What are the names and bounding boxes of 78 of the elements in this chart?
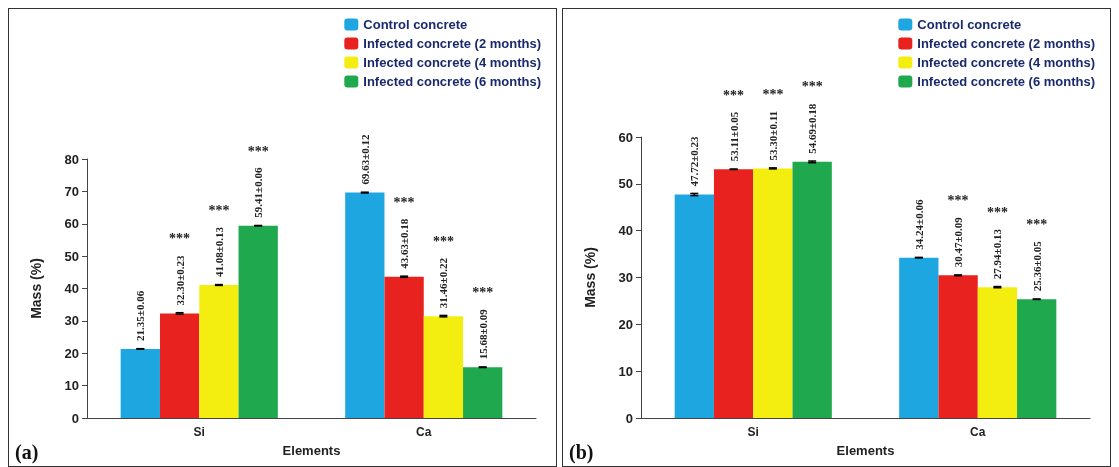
y-tick-label: 30 [64, 313, 79, 329]
data-label: 53.11±0.05 [727, 111, 740, 162]
data-label: 54.69±0.18 [806, 103, 819, 154]
annotation: *** [393, 194, 415, 210]
legend-label: Infected concrete (4 months) [363, 55, 542, 70]
bar [977, 287, 1018, 418]
annotation: *** [986, 205, 1008, 220]
legend-label: Infected concrete (6 months) [917, 74, 1096, 89]
text: (a) [15, 441, 39, 464]
legend-label: Control concrete [363, 17, 468, 32]
annotation: *** [947, 193, 969, 209]
bar [1017, 299, 1057, 418]
data-label: 31.46±0.22 [437, 257, 450, 309]
bar [713, 169, 754, 418]
bar [938, 275, 978, 418]
data-label: 53.30±0.11 [766, 110, 779, 161]
text: *** [762, 86, 784, 102]
data-label: 21.35±0.06 [134, 290, 147, 341]
annotation: *** [432, 233, 454, 249]
data-label: 32.30±0.23 [173, 254, 186, 306]
bar [423, 316, 464, 418]
legend-label: Infected concrete (6 months) [363, 74, 542, 89]
x-tick-label: Si [747, 425, 759, 439]
y-tick-label: 40 [618, 223, 633, 239]
x-axis-title: Elements [836, 443, 895, 458]
text: *** [723, 88, 745, 104]
bar [792, 161, 832, 418]
x-tick-label: Ca [416, 425, 432, 439]
y-tick-label: 10 [64, 378, 79, 394]
y-tick-label: 0 [71, 410, 79, 426]
data-label: 59.41±0.06 [252, 167, 265, 218]
bar [674, 194, 714, 418]
y-tick-label: 0 [625, 410, 633, 426]
y-tick-label: 40 [64, 281, 79, 296]
bar [899, 257, 939, 418]
annotation: *** [169, 231, 191, 247]
y-axis-title: Mass (%) [28, 258, 44, 319]
data-label: 47.72±0.23 [688, 135, 701, 187]
y-tick-label: 10 [618, 363, 633, 379]
data-label: 27.94±0.13 [991, 228, 1004, 280]
y-tick-label: 70 [64, 183, 79, 199]
y-tick-label: 60 [64, 216, 79, 232]
annotation: *** [1026, 217, 1048, 233]
legend-label: Infected concrete (2 months) [917, 36, 1096, 51]
bar [753, 168, 793, 418]
bar [199, 285, 239, 418]
bar [120, 348, 160, 418]
text: *** [801, 79, 823, 95]
x-tick-label: Ca [970, 425, 986, 439]
y-tick-label: 20 [618, 316, 633, 332]
legend-label: Infected concrete (4 months) [917, 55, 1096, 70]
y-tick-label: 80 [64, 151, 79, 167]
data-label: 15.68±0.09 [476, 308, 489, 360]
y-tick-label: 60 [618, 129, 633, 145]
text: (b) [569, 441, 594, 464]
data-label: 30.47±0.09 [952, 216, 965, 268]
x-tick-label: Si [193, 425, 205, 439]
bar [463, 367, 503, 418]
x-axis-title: Elements [282, 443, 341, 458]
annotation: *** [208, 203, 230, 219]
legend-label: Control concrete [917, 17, 1022, 32]
y-tick-label: 50 [618, 176, 633, 192]
annotation: *** [472, 285, 494, 301]
legend-label: Infected concrete (2 months) [363, 36, 542, 51]
data-label: 25.36±0.05 [1030, 240, 1043, 292]
y-tick-label: 20 [64, 345, 79, 361]
bar [345, 192, 385, 418]
y-tick-label: 30 [618, 270, 633, 285]
data-label: 69.63±0.12 [358, 134, 371, 185]
bar [159, 313, 200, 418]
text: *** [247, 143, 269, 159]
data-label: 41.08±0.13 [212, 226, 225, 277]
bar [238, 225, 278, 418]
bar [384, 276, 424, 418]
y-axis-title: Mass (%) [582, 247, 598, 308]
data-label: 34.24±0.06 [912, 199, 925, 250]
data-label: 43.63±0.18 [398, 218, 411, 269]
y-tick-label: 50 [64, 248, 79, 264]
